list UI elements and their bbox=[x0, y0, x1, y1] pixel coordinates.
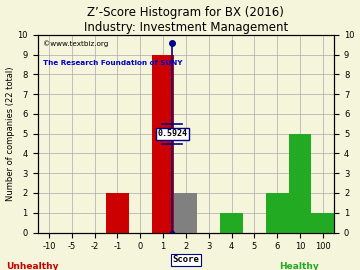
Bar bbox=[311, 213, 334, 232]
Bar bbox=[106, 193, 129, 232]
Title: Z’-Score Histogram for BX (2016)
Industry: Investment Management: Z’-Score Histogram for BX (2016) Industr… bbox=[84, 6, 288, 33]
Bar bbox=[175, 193, 197, 232]
Text: 0.5924: 0.5924 bbox=[157, 129, 187, 138]
Text: The Research Foundation of SUNY: The Research Foundation of SUNY bbox=[44, 60, 183, 66]
Text: Healthy: Healthy bbox=[279, 262, 319, 270]
Bar bbox=[152, 55, 175, 232]
Text: Unhealthy: Unhealthy bbox=[6, 262, 59, 270]
Bar bbox=[220, 213, 243, 232]
Y-axis label: Number of companies (22 total): Number of companies (22 total) bbox=[5, 66, 14, 201]
Text: ©www.textbiz.org: ©www.textbiz.org bbox=[44, 41, 109, 47]
X-axis label: Score: Score bbox=[172, 255, 199, 264]
Bar bbox=[266, 193, 289, 232]
Bar bbox=[289, 134, 311, 232]
